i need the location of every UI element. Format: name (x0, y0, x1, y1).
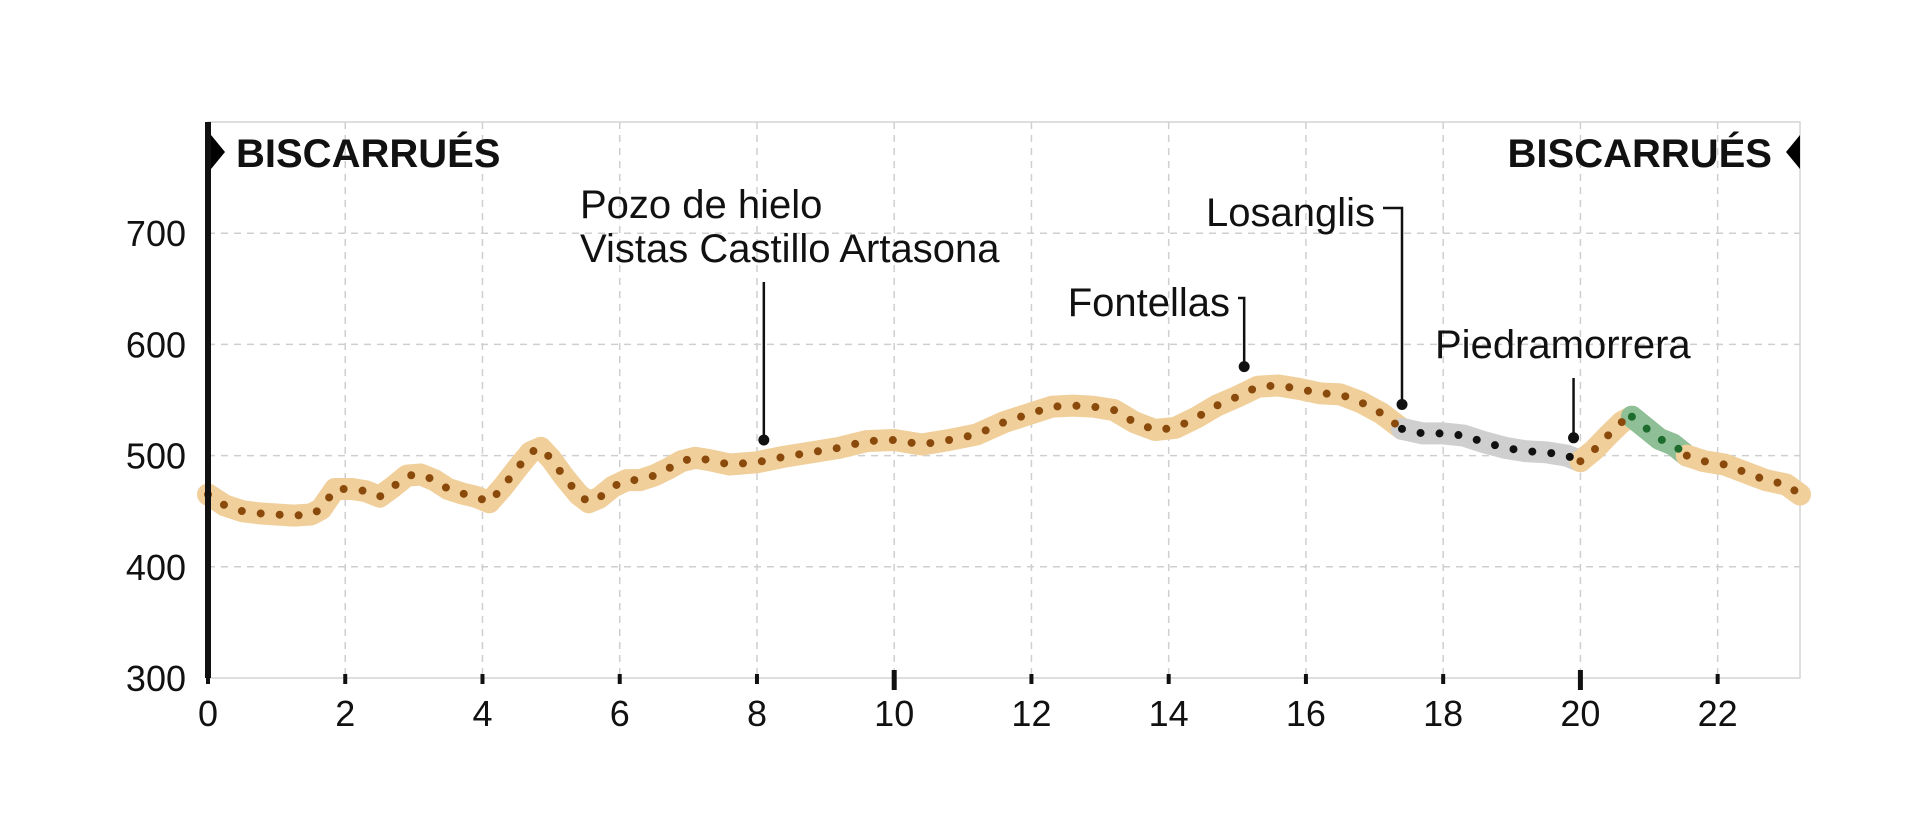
annotation-leader (1238, 296, 1246, 367)
start-marker-icon (211, 135, 225, 169)
route-dots-green (1627, 412, 1691, 460)
route-dots-main (1576, 412, 1636, 466)
y-tick-label: 500 (126, 436, 186, 477)
end-marker-icon (1786, 135, 1800, 169)
annotation-point (758, 434, 770, 446)
y-tick-label: 400 (126, 547, 186, 588)
end-label: BISCARRUÉS (1508, 131, 1772, 176)
plot-area-frame (207, 121, 1801, 679)
x-tick-label: 4 (472, 693, 492, 734)
x-tick-label: 2 (335, 693, 355, 734)
annotation-point (1396, 398, 1408, 410)
annotation-label: Losanglis (1206, 191, 1375, 235)
annotation-label: Pozo de hielo (580, 183, 822, 227)
y-tick-label: 600 (126, 324, 186, 365)
y-tick-label: 700 (126, 213, 186, 254)
x-tick-label: 20 (1560, 693, 1600, 734)
route-dots-main (204, 381, 1406, 520)
axes: 0 2 4 6 8 10 12 14 16 18 20 22 300 400 500 600 700 (126, 122, 1738, 734)
annotation-label: Piedramorrera (1435, 323, 1691, 367)
annotation-leader (1383, 206, 1404, 405)
y-tick-label: 300 (126, 658, 186, 699)
route-halos (197, 374, 1811, 527)
start-label: BISCARRUÉS (236, 131, 500, 176)
x-tick-label: 22 (1698, 693, 1738, 734)
endpoint-markers: BISCARRUÉS BISCARRUÉS (211, 131, 1800, 176)
annotation-label: Fontellas (1068, 281, 1230, 325)
x-tick-label: 16 (1286, 693, 1326, 734)
annotation-point (1568, 432, 1580, 444)
x-tick-label: 6 (610, 693, 630, 734)
route-dots-grey (1398, 424, 1585, 466)
x-tick-label: 8 (747, 693, 767, 734)
x-tick-label: 18 (1423, 693, 1463, 734)
route-dots (204, 381, 1804, 520)
x-tick-label: 0 (198, 693, 218, 734)
annotation-point (1238, 361, 1250, 373)
route-dots-main (1682, 451, 1804, 499)
x-tick-label: 12 (1011, 693, 1051, 734)
grid-lines (208, 122, 1800, 678)
x-tick-label: 10 (874, 693, 914, 734)
annotation-label: Vistas Castillo Artasona (580, 227, 1000, 271)
route-halo-main (197, 374, 1413, 527)
x-tick-label: 14 (1149, 693, 1189, 734)
